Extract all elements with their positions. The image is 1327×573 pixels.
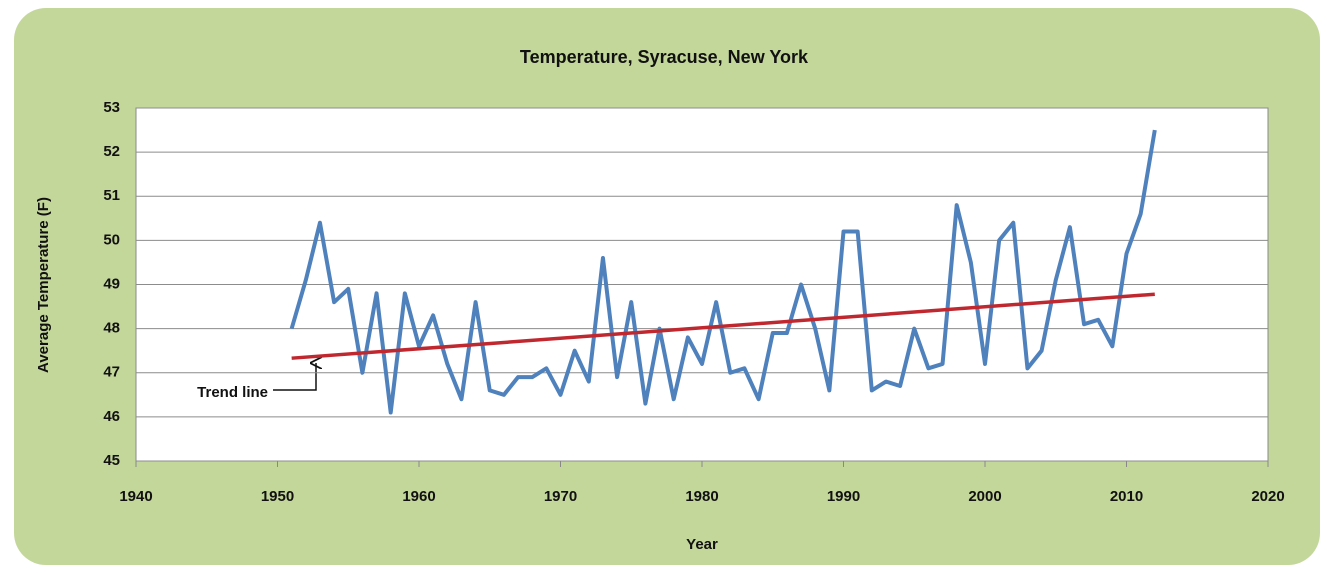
x-axis-label: Year	[686, 536, 718, 553]
y-tick-label: 53	[103, 99, 120, 116]
annotation: Trend line	[197, 384, 268, 401]
x-tick-label: 1960	[402, 488, 435, 505]
y-tick-label: 47	[103, 364, 120, 381]
y-tick-label: 51	[103, 187, 120, 204]
x-tick-label: 2010	[1110, 488, 1143, 505]
y-tick-label: 45	[103, 452, 120, 469]
x-tick-label: 1940	[119, 488, 152, 505]
x-tick-label: 2000	[968, 488, 1001, 505]
y-tick-label: 52	[103, 143, 120, 160]
x-tick-label: 2020	[1251, 488, 1284, 505]
series-line	[291, 292, 1155, 360]
y-tick-label: 48	[103, 320, 120, 337]
plot-layer: 45 46 47 48 49 50 51 52 53 1940 1950 1960 1970 1980 19…	[103, 99, 1284, 505]
y-axis-label: Average Temperature (F)	[35, 197, 52, 373]
x-tick-label: 1990	[827, 488, 860, 505]
x-tick-label: 1980	[685, 488, 718, 505]
y-tick-label: 49	[103, 275, 120, 292]
x-tick-label: 1970	[544, 488, 577, 505]
series-line	[289, 129, 1157, 415]
y-tick-label: 46	[103, 408, 120, 425]
y-tick-label: 50	[103, 231, 120, 248]
chart-title: Temperature, Syracuse, New York	[520, 47, 809, 67]
x-tick-label: 1950	[261, 488, 294, 505]
annotation-arrow	[273, 363, 316, 391]
